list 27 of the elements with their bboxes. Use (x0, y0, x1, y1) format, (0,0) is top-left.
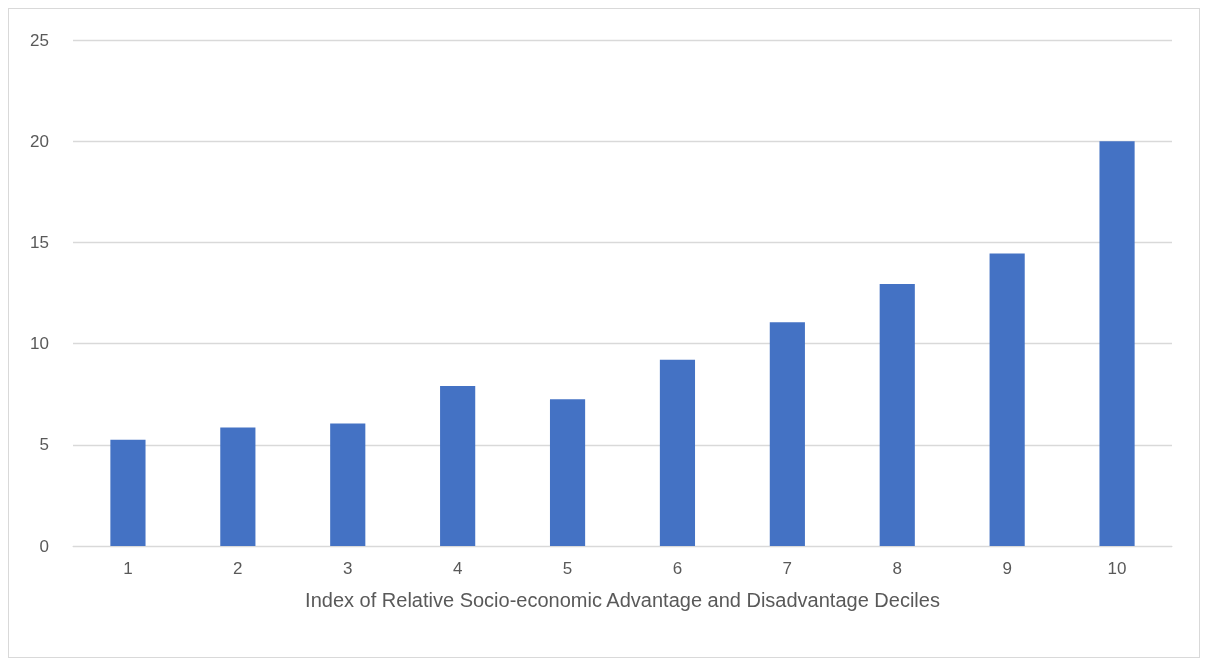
x-tick-label: 6 (672, 559, 683, 578)
x-tick-label: 3 (343, 559, 353, 578)
x-tick-label: 8 (892, 559, 902, 578)
y-tick-label: 15 (30, 232, 49, 252)
x-tick-label: 10 (1107, 559, 1127, 578)
y-tick-label: 10 (30, 334, 49, 354)
x-tick-label: 2 (233, 559, 243, 578)
bar (989, 253, 1025, 546)
x-tick-label: 1 (123, 559, 133, 578)
bar (330, 423, 366, 546)
bar (220, 427, 256, 546)
x-tick-label: 9 (1002, 559, 1012, 578)
y-tick-label: 20 (30, 131, 49, 151)
bar (1099, 141, 1135, 546)
bar (769, 322, 805, 546)
bar (110, 439, 146, 546)
x-tick-label: 7 (782, 559, 793, 578)
y-tick-label: 25 (30, 30, 49, 50)
bar (659, 359, 696, 546)
x-tick-label: 4 (452, 559, 463, 578)
x-axis-title: Index of Relative Socio-economic Advantage and Disadvantage Deciles (305, 589, 940, 611)
bar (879, 283, 915, 546)
x-tick-label: 5 (562, 559, 573, 578)
bar (440, 386, 476, 546)
y-tick-label: 5 (39, 435, 49, 455)
bar (549, 399, 586, 546)
y-tick-label: 0 (39, 536, 49, 556)
